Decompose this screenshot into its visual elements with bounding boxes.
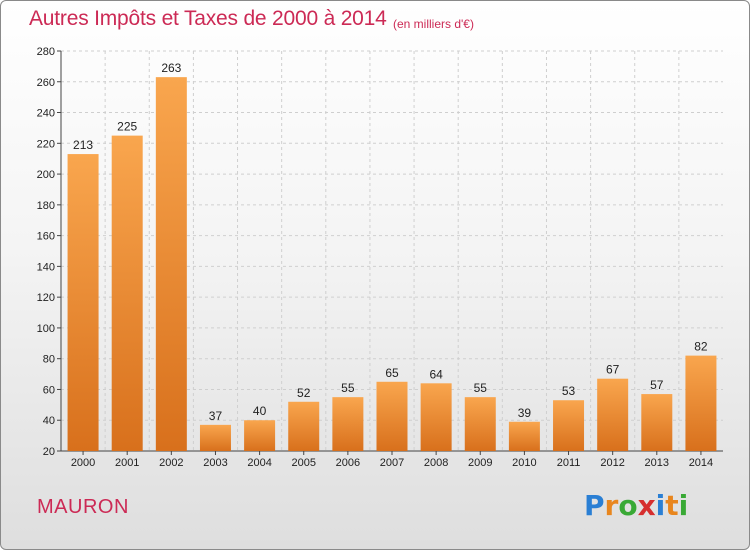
- x-tick-label: 2002: [159, 457, 183, 469]
- x-tick-label: 2010: [512, 457, 536, 469]
- bar: [244, 420, 276, 451]
- x-tick-label: 2011: [557, 457, 581, 469]
- data-label: 57: [650, 378, 664, 392]
- logo-letter: x: [637, 489, 656, 522]
- y-tick-label: 200: [37, 169, 55, 181]
- x-tick-label: 2012: [600, 457, 624, 469]
- y-tick-label: 220: [37, 138, 55, 150]
- data-label: 65: [385, 366, 399, 380]
- data-label: 55: [474, 381, 488, 395]
- bar: [641, 394, 673, 451]
- x-tick-label: 2006: [336, 457, 360, 469]
- y-tick-label: 20: [43, 446, 55, 458]
- x-tick-label: 2007: [380, 457, 404, 469]
- bar: [199, 424, 231, 451]
- bar: [597, 378, 629, 451]
- bar: [155, 77, 187, 452]
- x-tick-label: 2001: [115, 457, 139, 469]
- bar: [685, 355, 717, 451]
- logo-letter: r: [604, 489, 619, 522]
- chart-title: Autres Impôts et Taxes de 2000 à 2014: [29, 7, 387, 30]
- y-tick-label: 100: [37, 323, 55, 335]
- x-tick-label: 2005: [291, 457, 315, 469]
- data-label: 52: [297, 386, 311, 400]
- x-tick-label: 2000: [71, 457, 95, 469]
- logo-letter: i: [655, 489, 666, 522]
- chart-unit: (en milliers d'€): [393, 17, 474, 31]
- x-tick-label: 2014: [689, 457, 713, 469]
- x-tick-label: 2004: [247, 457, 271, 469]
- data-label: 40: [253, 404, 267, 418]
- bar: [464, 397, 496, 451]
- bar: [553, 400, 585, 451]
- y-tick-label: 160: [37, 231, 55, 243]
- bar: [111, 135, 143, 451]
- x-tick-label: 2003: [203, 457, 227, 469]
- bar: [420, 383, 452, 451]
- data-label: 37: [209, 409, 223, 423]
- proxiti-logo: Proxiti: [584, 489, 688, 522]
- y-tick-label: 80: [43, 354, 55, 366]
- logo-letter: t: [665, 489, 679, 522]
- x-tick-label: 2013: [645, 457, 669, 469]
- data-label: 55: [341, 381, 355, 395]
- x-tick-label: 2008: [424, 457, 448, 469]
- x-tick-label: 2009: [468, 457, 492, 469]
- labels: 213 2000 225 2001 263 2002 37 2003 40 2004 52 2005 5…: [71, 61, 713, 469]
- data-label: 82: [694, 340, 708, 354]
- logo-letter: o: [618, 489, 638, 522]
- data-label: 39: [518, 406, 532, 420]
- city-name: MAURON: [37, 496, 129, 518]
- bars: [67, 77, 717, 452]
- y-tick-label: 60: [43, 384, 55, 396]
- data-label: 263: [161, 61, 181, 75]
- y-tick-label: 120: [37, 292, 55, 304]
- bar: [508, 421, 540, 451]
- logo-letter: P: [584, 489, 605, 522]
- y-tick-label: 140: [37, 261, 55, 273]
- bar: [67, 154, 99, 452]
- data-label: 53: [562, 384, 576, 398]
- bar: [332, 397, 364, 451]
- y-tick-label: 180: [37, 200, 55, 212]
- data-label: 64: [429, 367, 443, 381]
- y-tick-label: 260: [37, 77, 55, 89]
- logo-letter: i: [678, 489, 689, 522]
- data-label: 67: [606, 363, 620, 377]
- data-label: 225: [117, 120, 137, 134]
- y-tick-label: 280: [37, 46, 55, 58]
- y-tick-label: 240: [37, 108, 55, 120]
- bar: [376, 381, 408, 451]
- y-tick-label: 40: [43, 415, 55, 427]
- bar: [288, 401, 320, 451]
- data-label: 213: [73, 138, 93, 152]
